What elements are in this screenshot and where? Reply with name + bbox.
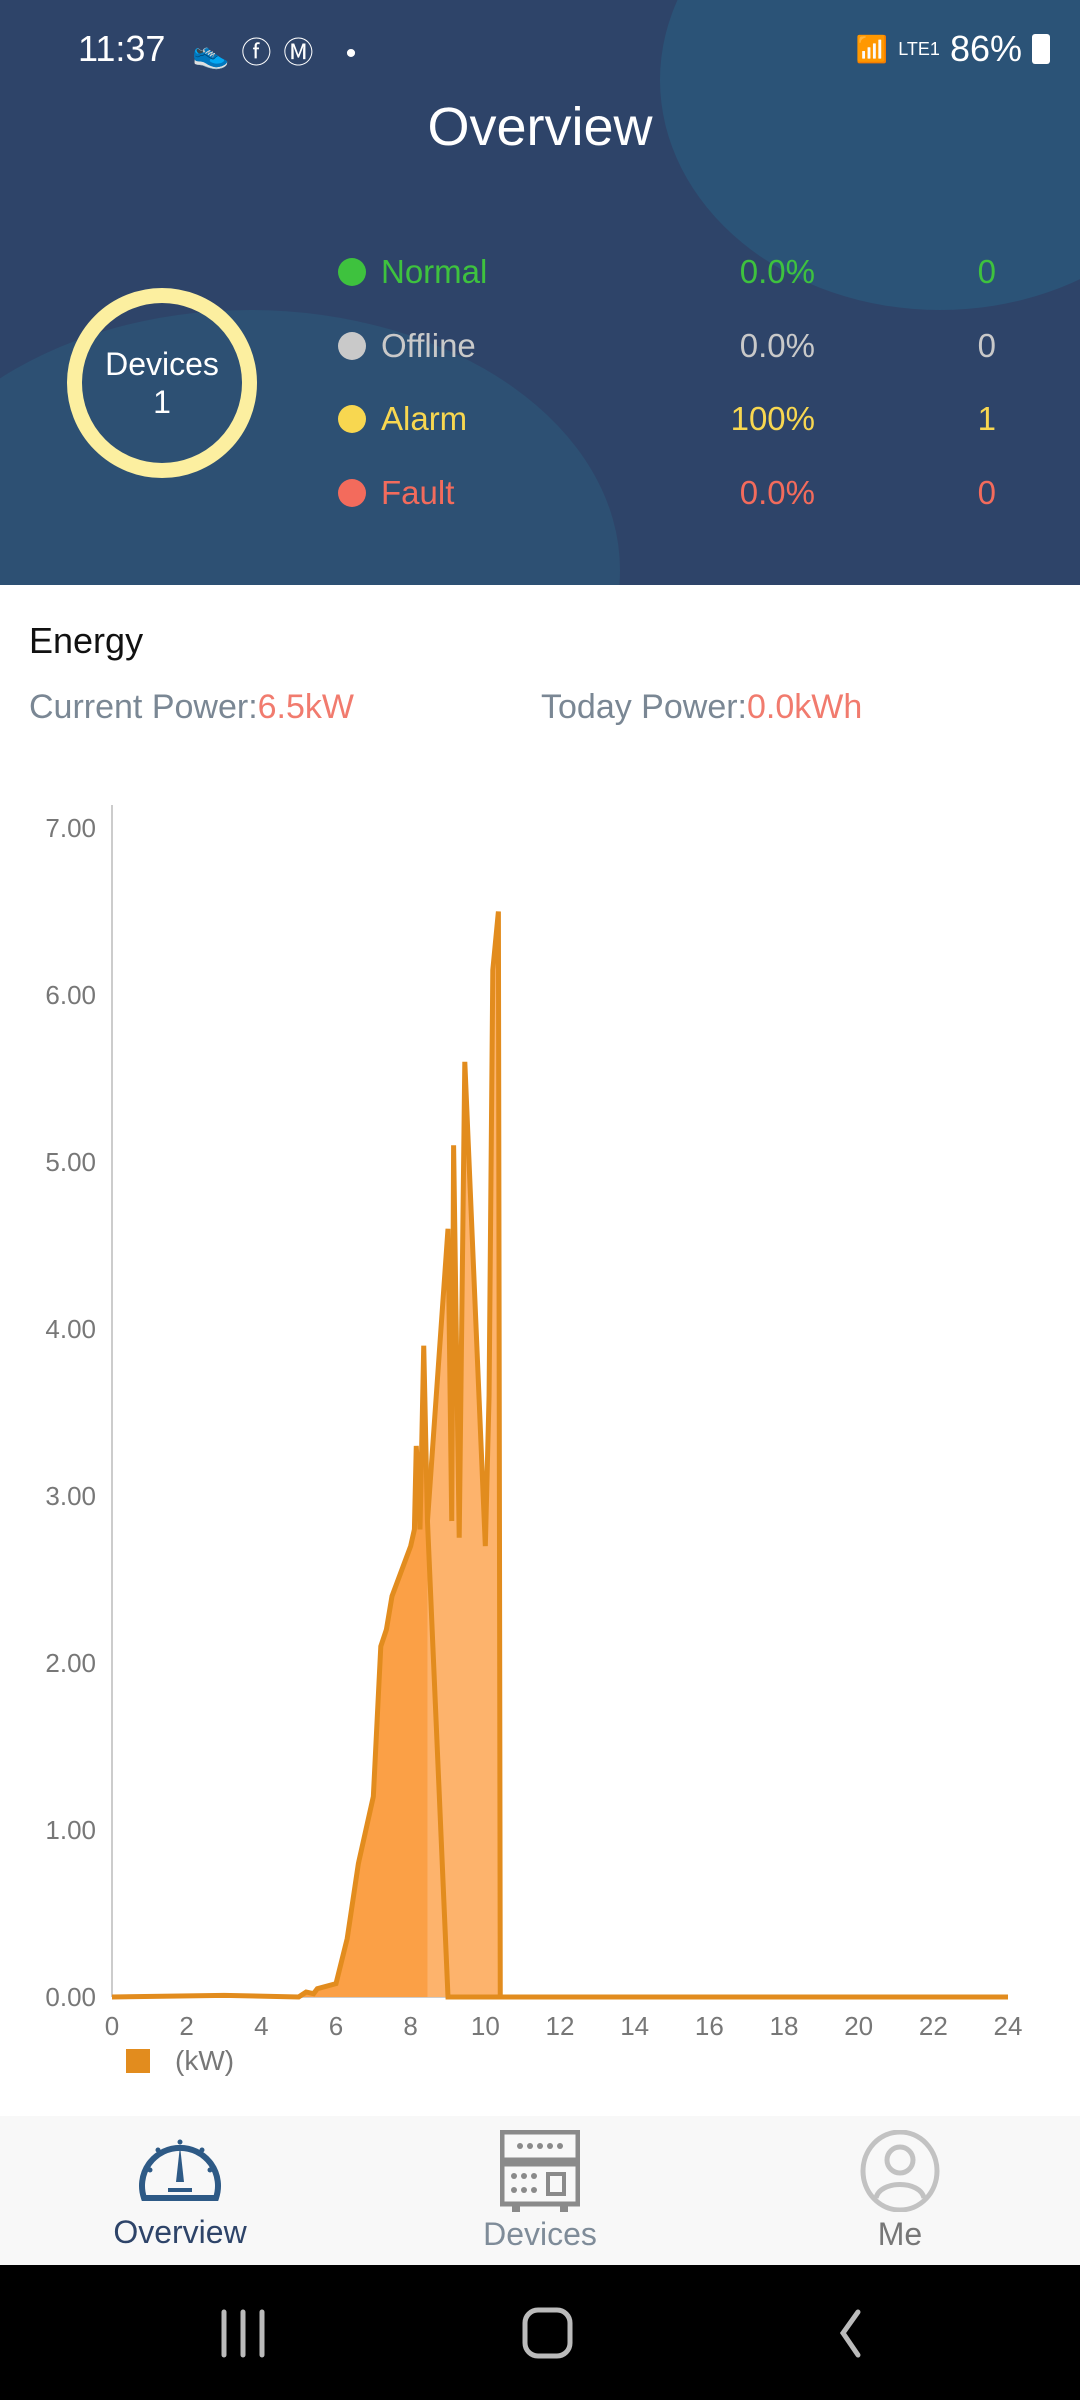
chart-legend: (kW) xyxy=(126,2045,234,2077)
status-percent: 0.0% xyxy=(739,253,815,290)
status-percent: 100% xyxy=(730,400,815,437)
y-tick-label: 4.00 xyxy=(45,1314,96,1344)
lte-label: LTE1 xyxy=(898,38,940,59)
x-tick-label: 6 xyxy=(329,2011,343,2040)
battery-icon xyxy=(1032,34,1050,64)
x-tick-label: 20 xyxy=(844,2011,873,2040)
legend-label: (kW) xyxy=(175,2045,235,2076)
overview-header: 11:37 👟ⓕⓂ • 📶 LTE1 86% Overview Devices … xyxy=(0,0,1080,585)
nav-me-label: Me xyxy=(877,2216,923,2252)
status-dot-icon xyxy=(338,479,366,507)
status-label: Offline xyxy=(381,327,476,364)
status-count: 0 xyxy=(977,474,996,511)
y-tick-label: 1.00 xyxy=(45,1815,96,1845)
clock: 11:37 xyxy=(78,28,166,69)
battery-percent: 86% xyxy=(949,28,1022,69)
wifi-icon: 📶 xyxy=(855,33,889,64)
status-row-offline[interactable]: Offline 0.0% 0 xyxy=(338,321,1008,371)
y-tick-label: 3.00 xyxy=(45,1481,96,1511)
status-dot-icon xyxy=(338,405,366,433)
status-label: Fault xyxy=(381,474,455,511)
home-icon[interactable] xyxy=(522,2307,573,2359)
nav-devices-label: Devices xyxy=(483,2216,597,2252)
y-tick-label: 7.00 xyxy=(45,813,96,843)
power-chart: 0.001.002.003.004.005.006.007.000 2 4 6 8 10 1… xyxy=(45,805,1023,2040)
x-tick-label: 12 xyxy=(546,2011,575,2040)
gauge-icon xyxy=(139,2139,221,2201)
today-power: Today Power:0.0kWh xyxy=(541,688,862,727)
series-area xyxy=(112,1345,1008,1997)
current-power-value: 6.5kW xyxy=(257,688,354,726)
y-tick-label: 0.00 xyxy=(45,1982,96,2012)
status-count: 1 xyxy=(977,400,996,437)
x-tick-label: 0 xyxy=(105,2011,119,2040)
system-nav-icons xyxy=(221,2307,861,2359)
legend-swatch xyxy=(126,2049,150,2073)
devices-count: 1 xyxy=(153,384,171,420)
devices-icon xyxy=(500,2130,580,2212)
today-power-label: Today Power: xyxy=(541,688,747,726)
nav-overview-label: Overview xyxy=(113,2214,247,2250)
current-power: Current Power:6.5kW xyxy=(29,688,354,727)
status-count: 0 xyxy=(977,327,996,364)
status-bar: 11:37 👟ⓕⓂ • 📶 LTE1 86% xyxy=(0,0,1080,95)
page-title: Overview xyxy=(427,97,653,157)
status-dot-icon xyxy=(338,332,366,360)
nav-overview[interactable]: Overview xyxy=(0,2116,360,2265)
status-percent: 0.0% xyxy=(739,474,815,511)
x-tick-label: 2 xyxy=(179,2011,193,2040)
series-area xyxy=(427,911,501,1997)
status-label: Normal xyxy=(381,253,488,290)
devices-donut[interactable]: Devices 1 xyxy=(67,288,257,478)
status-percent: 0.0% xyxy=(739,327,815,364)
devices-label: Devices xyxy=(105,346,219,382)
energy-title: Energy xyxy=(29,620,144,661)
status-row-normal[interactable]: Normal 0.0% 0 xyxy=(338,247,1008,297)
x-tick-label: 4 xyxy=(254,2011,268,2040)
status-label: Alarm xyxy=(381,400,468,437)
system-nav-bar xyxy=(0,2265,1080,2400)
x-tick-label: 24 xyxy=(994,2011,1023,2040)
x-tick-label: 16 xyxy=(695,2011,724,2040)
current-power-label: Current Power: xyxy=(29,688,258,726)
today-power-value: 0.0kWh xyxy=(747,688,863,726)
recents-icon[interactable] xyxy=(221,2309,265,2358)
x-tick-label: 8 xyxy=(403,2011,417,2040)
x-tick-label: 22 xyxy=(919,2011,948,2040)
y-tick-label: 6.00 xyxy=(45,980,96,1010)
nav-me[interactable]: Me xyxy=(720,2116,1080,2265)
notification-icons: 👟ⓕⓂ • xyxy=(192,37,369,70)
status-row-alarm[interactable]: Alarm 100% 1 xyxy=(338,394,1008,444)
x-tick-label: 18 xyxy=(770,2011,799,2040)
x-tick-label: 10 xyxy=(471,2011,500,2040)
y-tick-label: 5.00 xyxy=(45,1147,96,1177)
series-line xyxy=(424,911,503,1998)
user-icon xyxy=(860,2130,940,2212)
y-tick-label: 2.00 xyxy=(45,1648,96,1678)
status-row-fault[interactable]: Fault 0.0% 0 xyxy=(338,468,1008,518)
x-tick-label: 14 xyxy=(620,2011,649,2040)
nav-devices[interactable]: Devices xyxy=(360,2116,720,2265)
bottom-nav: Overview Devices Me xyxy=(0,2116,1080,2265)
status-dot-icon xyxy=(338,258,366,286)
status-count: 0 xyxy=(977,253,996,290)
back-icon[interactable] xyxy=(839,2309,861,2358)
series-line xyxy=(111,1345,1008,2000)
